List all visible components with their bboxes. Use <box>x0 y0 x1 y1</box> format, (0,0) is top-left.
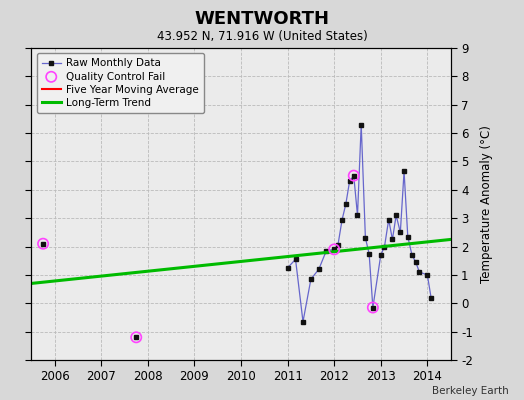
Raw Monthly Data <box>343 202 349 206</box>
Raw Monthly Data <box>308 277 314 282</box>
Raw Monthly Data <box>300 319 306 324</box>
Quality Control Fail <box>39 240 47 247</box>
Raw Monthly Data <box>393 213 399 218</box>
Raw Monthly Data <box>346 179 353 184</box>
Line: Raw Monthly Data: Raw Monthly Data <box>285 122 433 324</box>
Quality Control Fail <box>132 334 140 340</box>
Raw Monthly Data <box>416 270 422 274</box>
Raw Monthly Data <box>358 122 364 127</box>
Raw Monthly Data <box>381 244 388 249</box>
Raw Monthly Data <box>428 295 434 300</box>
Raw Monthly Data <box>354 213 361 218</box>
Text: WENTWORTH: WENTWORTH <box>194 10 330 28</box>
Raw Monthly Data <box>323 248 330 253</box>
Raw Monthly Data <box>370 305 376 310</box>
Raw Monthly Data <box>386 217 392 222</box>
Raw Monthly Data <box>331 247 337 252</box>
Raw Monthly Data <box>362 236 368 240</box>
Raw Monthly Data <box>405 234 411 239</box>
Raw Monthly Data <box>397 230 403 235</box>
Raw Monthly Data <box>339 217 345 222</box>
Raw Monthly Data <box>389 237 396 242</box>
Raw Monthly Data <box>412 260 419 264</box>
Raw Monthly Data <box>409 253 415 258</box>
Text: 43.952 N, 71.916 W (United States): 43.952 N, 71.916 W (United States) <box>157 30 367 43</box>
Raw Monthly Data <box>285 266 291 270</box>
Raw Monthly Data <box>335 243 341 248</box>
Quality Control Fail <box>369 304 377 311</box>
Raw Monthly Data <box>366 251 372 256</box>
Raw Monthly Data <box>292 257 299 262</box>
Raw Monthly Data <box>424 272 431 277</box>
Legend: Raw Monthly Data, Quality Control Fail, Five Year Moving Average, Long-Term Tren: Raw Monthly Data, Quality Control Fail, … <box>37 53 204 113</box>
Y-axis label: Temperature Anomaly (°C): Temperature Anomaly (°C) <box>480 125 493 283</box>
Quality Control Fail <box>330 246 339 252</box>
Raw Monthly Data <box>351 173 357 178</box>
Raw Monthly Data <box>315 267 322 272</box>
Raw Monthly Data <box>378 253 384 258</box>
Text: Berkeley Earth: Berkeley Earth <box>432 386 508 396</box>
Raw Monthly Data <box>401 169 407 174</box>
Quality Control Fail <box>350 172 358 179</box>
